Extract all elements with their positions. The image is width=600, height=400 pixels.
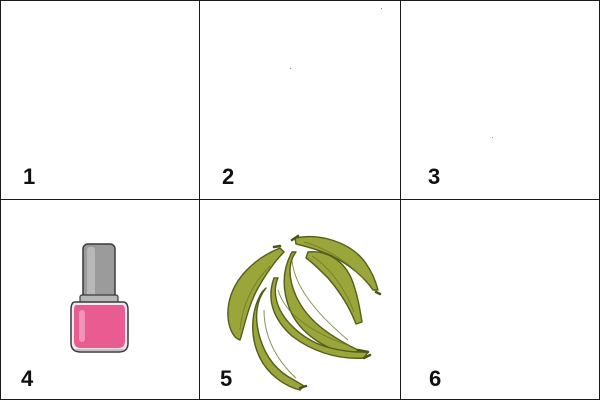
- cell-number: 1: [23, 164, 36, 189]
- grid-cell-4[interactable]: 4: [1, 200, 200, 399]
- cell-number: 3: [428, 164, 441, 189]
- grid-cell-2[interactable]: 2: [200, 1, 401, 200]
- grid-cell-3[interactable]: 3: [401, 1, 599, 200]
- cell-number: 2: [222, 164, 235, 189]
- cell-number: 5: [220, 366, 233, 391]
- grid-cell-1[interactable]: 1: [1, 1, 200, 200]
- cell-number: 6: [429, 366, 442, 391]
- grid-cell-6[interactable]: 6: [401, 200, 599, 399]
- grid-cell-5[interactable]: 5: [200, 200, 401, 399]
- speck: [492, 137, 493, 138]
- cell-number: 4: [21, 366, 34, 391]
- speck: [381, 8, 382, 9]
- speck: [290, 68, 291, 69]
